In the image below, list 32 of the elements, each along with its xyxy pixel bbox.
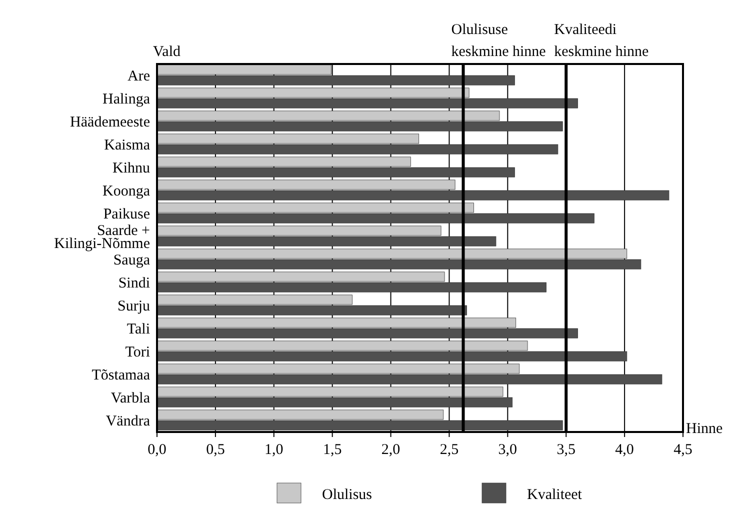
y-tick-label: Sindi <box>118 276 150 292</box>
x-axis-title: Hinne <box>686 421 723 437</box>
x-tick-label: 3,0 <box>498 442 518 458</box>
x-tick-label: 4,0 <box>615 442 634 458</box>
x-tick-label: 1,0 <box>264 442 284 458</box>
y-tick-label: Saarde + Kilingi-Nõmme <box>54 223 150 252</box>
x-tick-label: 2,5 <box>440 442 459 458</box>
y-tick-label: Tõstamaa <box>92 368 150 384</box>
x-tick-label: 3,5 <box>556 442 576 458</box>
ref-line-label: Olulisuse keskmine hinne <box>451 22 546 60</box>
y-tick-label: Sauga <box>113 252 150 268</box>
y-tick-label: Tori <box>125 344 150 360</box>
y-tick-label: Häädemeeste <box>70 114 150 130</box>
y-axis-title: Vald <box>153 44 181 60</box>
y-tick-label: Are <box>128 68 150 84</box>
x-tick-label: 0,5 <box>206 442 225 458</box>
y-tick-label: Paikuse <box>103 206 150 222</box>
y-tick-label: Vändra <box>106 414 150 430</box>
y-tick-label: Varbla <box>110 390 150 406</box>
y-tick-label: Surju <box>117 298 150 314</box>
x-tick-label: 4,5 <box>674 442 692 458</box>
x-tick-label: 0,0 <box>148 442 166 458</box>
ref-line-label: Kvaliteedi keskmine hinne <box>554 22 650 60</box>
legend-label: Kvaliteet <box>527 487 583 503</box>
y-tick-label: Koonga <box>102 184 150 200</box>
y-tick-label: Kaisma <box>104 138 150 154</box>
legend-label: Olulisus <box>322 487 372 503</box>
y-tick-label: Kihnu <box>112 160 150 176</box>
x-tick-label: 2,0 <box>381 442 400 458</box>
y-tick-label: Halinga <box>102 92 150 108</box>
x-tick-label: 1,5 <box>322 442 342 458</box>
y-tick-label: Tali <box>126 322 150 338</box>
